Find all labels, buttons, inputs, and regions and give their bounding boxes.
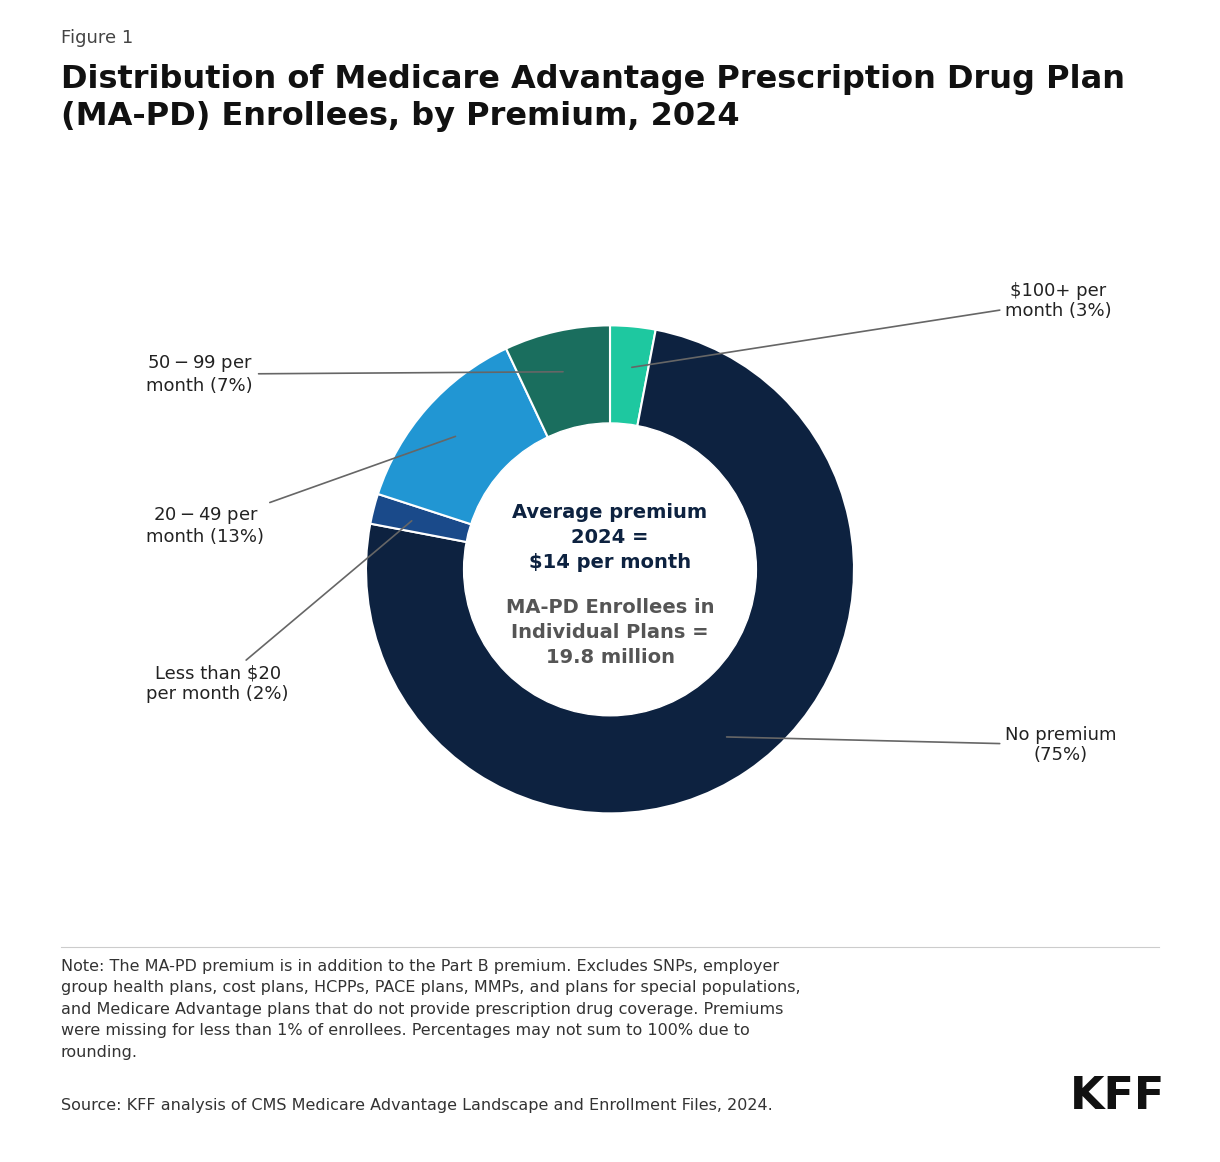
Text: MA-PD Enrollees in
Individual Plans =
19.8 million: MA-PD Enrollees in Individual Plans = 19… — [506, 598, 714, 667]
Text: $50-$99 per
month (7%): $50-$99 per month (7%) — [146, 353, 564, 395]
Text: $100+ per
month (3%): $100+ per month (3%) — [632, 281, 1111, 367]
Wedge shape — [371, 494, 610, 569]
Text: Note: The MA-PD premium is in addition to the Part B premium. Excludes SNPs, emp: Note: The MA-PD premium is in addition t… — [61, 959, 800, 1060]
Text: $20-$49 per
month (13%): $20-$49 per month (13%) — [146, 437, 455, 546]
Text: KFF: KFF — [1070, 1075, 1165, 1118]
Text: Figure 1: Figure 1 — [61, 29, 133, 46]
Text: Distribution of Medicare Advantage Prescription Drug Plan
(MA-PD) Enrollees, by : Distribution of Medicare Advantage Presc… — [61, 64, 1125, 132]
Text: No premium
(75%): No premium (75%) — [727, 725, 1116, 765]
Circle shape — [464, 423, 756, 716]
Wedge shape — [366, 330, 854, 813]
Wedge shape — [610, 325, 655, 569]
Wedge shape — [506, 325, 610, 569]
Text: Average premium
2024 =
$14 per month: Average premium 2024 = $14 per month — [512, 503, 708, 572]
Text: Less than $20
per month (2%): Less than $20 per month (2%) — [146, 521, 411, 703]
Wedge shape — [378, 349, 610, 569]
Text: Source: KFF analysis of CMS Medicare Advantage Landscape and Enrollment Files, 2: Source: KFF analysis of CMS Medicare Adv… — [61, 1098, 772, 1113]
